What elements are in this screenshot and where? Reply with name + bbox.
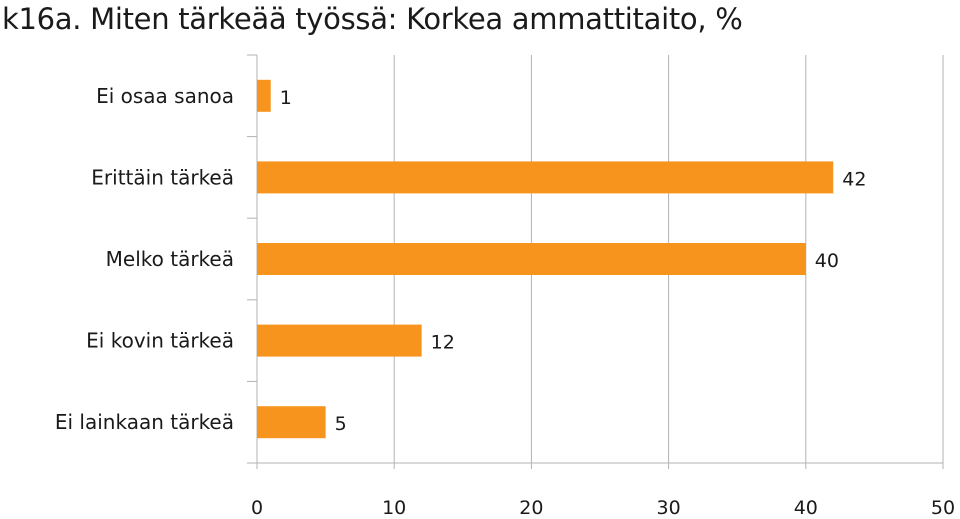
x-tick-label: 40 (794, 497, 818, 519)
data-label: 40 (815, 250, 839, 272)
bar (257, 324, 422, 357)
x-tick-label: 30 (657, 497, 681, 519)
x-tick-label: 0 (251, 497, 263, 519)
bar (257, 79, 271, 112)
bars (257, 79, 834, 439)
data-label: 1 (280, 87, 292, 109)
category-label: Melko tärkeä (106, 247, 234, 271)
category-label: Erittäin tärkeä (91, 165, 234, 189)
category-label: Ei kovin tärkeä (86, 329, 234, 353)
data-label: 42 (842, 168, 866, 190)
x-tick-label: 20 (519, 497, 543, 519)
bar (257, 161, 834, 194)
bar (257, 406, 326, 439)
x-tick-label: 50 (931, 497, 955, 519)
category-label: Ei lainkaan tärkeä (55, 410, 234, 434)
bar (257, 243, 806, 275)
category-label: Ei osaa sanoa (96, 84, 234, 108)
data-label: 5 (335, 413, 347, 435)
x-tick-label: 10 (382, 497, 406, 519)
chart-title: k16a. Miten tärkeää työssä: Korkea ammat… (2, 2, 743, 36)
labels: 0 10 20 30 40 50 Ei osaa sanoa 1 Erittäin tärkeä… (55, 84, 955, 519)
data-label: 12 (431, 332, 455, 354)
